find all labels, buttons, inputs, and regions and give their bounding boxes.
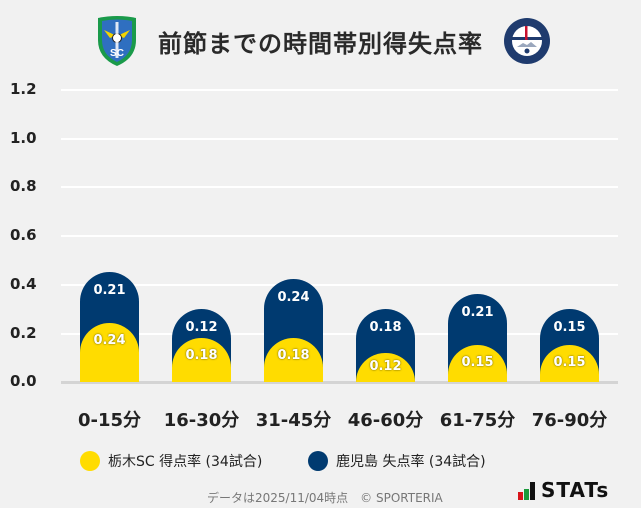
bar-segment-scored: 0.24	[80, 323, 139, 382]
bar-value-label-conceded: 0.21	[461, 305, 494, 321]
bar-segment-scored: 0.12	[356, 352, 415, 382]
bar-segment-scored: 0.15	[540, 345, 599, 382]
y-tick-label: 1.2	[10, 80, 37, 98]
stacked-bar: 0.21 0.15	[448, 294, 507, 382]
data-source-note: データは2025/11/04時点 © SPORTERIA	[207, 491, 443, 505]
legend-swatch-navy-icon	[308, 451, 328, 471]
bar-value-label-conceded: 0.21	[93, 283, 126, 299]
bar-value-label-scored: 0.12	[369, 359, 402, 375]
bar-segment-scored: 0.15	[448, 345, 507, 382]
bar-value-label-scored: 0.18	[277, 348, 310, 364]
stats-brand-logo: STATs	[518, 478, 609, 500]
x-tick-label: 16-30分	[163, 410, 240, 431]
y-tick-label: 0.0	[10, 372, 37, 390]
y-tick-label: 0.8	[10, 177, 37, 195]
gridline	[61, 284, 618, 286]
bar-value-label-scored: 0.15	[461, 355, 494, 371]
legend-item-tochigi-scoring[interactable]: 栃木SC 得点率 (34試合)	[80, 450, 262, 472]
bar-value-label-scored: 0.15	[553, 355, 586, 371]
y-tick-label: 0.2	[10, 324, 37, 342]
gridline	[61, 138, 618, 140]
gridline	[61, 333, 618, 335]
stacked-bar: 0.12 0.18	[172, 308, 231, 382]
x-tick-label: 46-60分	[347, 410, 424, 431]
bar-value-label-scored: 0.18	[185, 348, 218, 364]
gridline	[61, 235, 618, 237]
x-tick-label: 76-90分	[531, 410, 608, 431]
svg-text:SC: SC	[110, 48, 124, 59]
stats-bars-icon	[518, 482, 535, 500]
stats-brand-text: STATs	[541, 478, 610, 502]
x-axis-baseline	[61, 381, 618, 384]
bar-segment-scored: 0.18	[172, 338, 231, 382]
legend-swatch-yellow-icon	[80, 451, 100, 471]
stacked-bar: 0.21 0.24	[80, 272, 139, 382]
stacked-bar: 0.15 0.15	[540, 308, 599, 382]
stacked-bar: 0.18 0.12	[356, 308, 415, 382]
gridline	[61, 186, 618, 188]
stacked-bar-chart: 1.2 1.0 0.8 0.6 0.4 0.2 0.0 0.21 0.24 0.12…	[10, 80, 618, 390]
tochigi-sc-crest-icon: SC	[94, 14, 140, 68]
bar-value-label-scored: 0.24	[93, 333, 126, 349]
y-tick-label: 0.6	[10, 226, 37, 244]
legend-label: 鹿児島 失点率 (34試合)	[336, 454, 486, 470]
gridline	[61, 89, 618, 91]
bar-value-label-conceded: 0.15	[553, 319, 586, 335]
bar-segment-scored: 0.18	[264, 338, 323, 382]
stacked-bar: 0.24 0.18	[264, 279, 323, 382]
legend-item-kagoshima-conceding[interactable]: 鹿児島 失点率 (34試合)	[308, 450, 486, 472]
chart-header: SC 前節までの時間帯別得失点率	[0, 0, 641, 80]
y-tick-label: 0.4	[10, 275, 37, 293]
chart-title: 前節までの時間帯別得失点率	[158, 30, 483, 58]
x-tick-label: 0-15分	[77, 410, 142, 431]
bar-value-label-conceded: 0.18	[369, 319, 402, 335]
y-tick-label: 1.0	[10, 129, 37, 147]
legend-label: 栃木SC 得点率 (34試合)	[108, 454, 263, 470]
x-tick-label: 61-75分	[439, 410, 516, 431]
kagoshima-united-crest-icon	[503, 17, 551, 65]
x-tick-label: 31-45分	[255, 410, 332, 431]
bar-value-label-conceded: 0.24	[277, 290, 310, 306]
bar-value-label-conceded: 0.12	[185, 319, 218, 335]
